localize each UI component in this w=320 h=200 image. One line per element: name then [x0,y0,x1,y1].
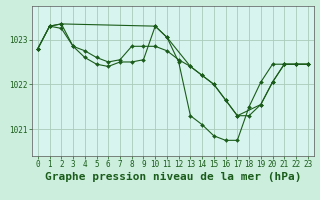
X-axis label: Graphe pression niveau de la mer (hPa): Graphe pression niveau de la mer (hPa) [44,172,301,182]
